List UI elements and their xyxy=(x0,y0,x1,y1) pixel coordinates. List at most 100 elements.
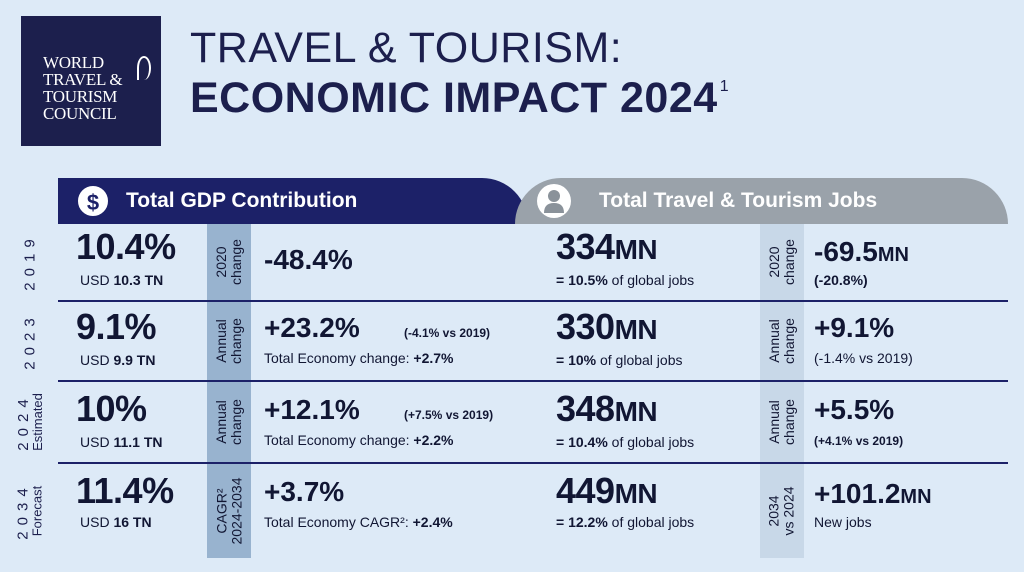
jobs-change-unit: MN xyxy=(877,244,909,266)
jobs-share: = 12.2% of global jobs xyxy=(556,514,694,530)
jobs-change-label: Annual change xyxy=(760,302,804,380)
label-line: vs 2024 xyxy=(781,486,798,536)
jobs-change-unit: MN xyxy=(900,486,932,508)
row-divider xyxy=(58,462,1008,464)
gdp-header-label: Total GDP Contribution xyxy=(126,189,358,212)
gdp-header: $ Total GDP Contribution xyxy=(58,178,528,224)
jobs-count: 449MN xyxy=(556,470,658,512)
jobs-header: Total Travel & Tourism Jobs xyxy=(515,178,1008,224)
gdp-change-value: +12.1% xyxy=(264,394,360,425)
year-number: 2019 xyxy=(22,233,39,291)
gdp-change-value: +3.7% xyxy=(264,476,345,507)
year-number: 2024 xyxy=(15,393,32,451)
jobs-change-number: +5.5% xyxy=(814,394,895,425)
gdp-change-column xyxy=(207,224,251,558)
label-line: Annual xyxy=(213,400,229,444)
logo-line-4: COUNCIL xyxy=(43,104,117,123)
title-main: ECONOMIC IMPACT 2024 xyxy=(190,74,718,122)
year-number: 2023 xyxy=(22,312,39,370)
year-sublabel: Forecast xyxy=(30,485,45,537)
economy-change: Total Economy CAGR²: +2.4% xyxy=(264,514,453,530)
jobs-change-value: +101.2MN xyxy=(814,478,932,510)
gdp-change-note-text: (-4.1% vs 2019) xyxy=(404,326,491,340)
jobs-share-text: of global jobs xyxy=(607,272,695,288)
dollar-icon: $ xyxy=(76,184,110,218)
jobs-change-note: (-20.8%) xyxy=(814,272,868,288)
logo-line-2: TRAVEL & xyxy=(43,70,123,89)
title-line-2: ECONOMIC IMPACT 2024 1 xyxy=(190,74,729,123)
gdp-usd-prefix: USD xyxy=(80,434,114,450)
row-divider xyxy=(58,380,1008,382)
year-sublabel: Estimated xyxy=(30,393,45,451)
jobs-change-note-text: (-20.8%) xyxy=(814,272,868,288)
jobs-count: 348MN xyxy=(556,388,658,430)
gdp-percent: 10% xyxy=(76,388,147,429)
label-line: Annual xyxy=(766,319,782,363)
gdp-change-label: Annual change xyxy=(207,302,251,380)
row-divider xyxy=(58,300,1008,302)
jobs-share-value: = 12.2% xyxy=(556,514,608,530)
jobs-change-number: +101.2 xyxy=(814,478,901,509)
jobs-change-note: New jobs xyxy=(814,514,872,530)
label-line: 2024-2034 xyxy=(228,477,245,545)
gdp-usd-value: 10.3 TN xyxy=(113,272,164,288)
label-line: 2020 xyxy=(766,246,782,278)
gdp-usd: USD 11.1 TN xyxy=(80,434,162,450)
economy-change-value: +2.2% xyxy=(413,432,454,448)
jobs-share-text: of global jobs xyxy=(596,352,683,368)
jobs-unit: MN xyxy=(614,314,658,345)
economy-change-label: Total Economy change: xyxy=(264,432,414,448)
label-line: change xyxy=(781,239,797,285)
jobs-header-label: Total Travel & Tourism Jobs xyxy=(599,189,878,212)
jobs-number: 334 xyxy=(556,226,615,267)
title-footnote: 1 xyxy=(719,78,730,95)
label-line: CAGR² xyxy=(213,488,230,534)
economy-change-value: +2.7% xyxy=(413,350,454,366)
gdp-usd: USD 16 TN xyxy=(80,514,152,530)
gdp-change-label: 2020 change xyxy=(207,224,251,300)
logo-line-1: WORLD xyxy=(43,53,104,72)
label-line: change xyxy=(781,399,797,445)
year-label: 2023 xyxy=(8,302,54,380)
gdp-usd-value: 9.9 TN xyxy=(113,352,156,368)
jobs-number: 449 xyxy=(556,470,615,511)
jobs-number: 348 xyxy=(556,388,615,429)
gdp-percent: 11.4% xyxy=(76,470,174,511)
jobs-change-note: (-1.4% vs 2019) xyxy=(814,350,913,366)
label-line: change xyxy=(228,399,244,445)
jobs-share: = 10.4% of global jobs xyxy=(556,434,694,450)
gdp-usd: USD 10.3 TN xyxy=(80,272,163,288)
gdp-change-value: -48.4% xyxy=(264,244,353,275)
jobs-change-column xyxy=(760,224,804,558)
jobs-share: = 10.5% of global jobs xyxy=(556,272,694,288)
jobs-share-value: = 10.4% xyxy=(556,434,608,450)
jobs-change-note-text: (+4.1% vs 2019) xyxy=(814,434,904,448)
jobs-change-label: 2034 vs 2024 xyxy=(760,464,804,558)
gdp-change-note-text: (+7.5% vs 2019) xyxy=(404,408,494,422)
wttc-logo: WORLD TRAVEL & TOURISM COUNCIL xyxy=(21,16,161,146)
jobs-change-value: +9.1% xyxy=(814,312,894,344)
jobs-share-value: = 10.5% xyxy=(556,272,608,288)
label-line: change xyxy=(228,318,244,364)
jobs-share-text: of global jobs xyxy=(607,514,695,530)
label-line: change xyxy=(228,239,244,285)
gdp-change-label: CAGR² 2024-2034 xyxy=(207,464,251,558)
label-line: Annual xyxy=(766,400,782,444)
jobs-count: 334MN xyxy=(556,226,658,268)
title-line-1: TRAVEL & TOURISM: xyxy=(190,24,623,72)
gdp-change-note: (-4.1% vs 2019) xyxy=(404,324,490,340)
label-line: change xyxy=(781,318,797,364)
year-label: 2024 Estimated xyxy=(8,382,54,462)
jobs-change-note: (+4.1% vs 2019) xyxy=(814,432,903,448)
jobs-change-note-text: (-1.4% vs 2019) xyxy=(814,350,913,366)
gdp-usd-prefix: USD xyxy=(80,352,114,368)
label-line: 2020 xyxy=(213,246,229,278)
jobs-share-value: = 10% xyxy=(556,352,597,368)
year-label: 2019 xyxy=(8,224,54,300)
gdp-change-note: (+7.5% vs 2019) xyxy=(404,406,493,422)
person-icon xyxy=(537,184,571,218)
jobs-unit: MN xyxy=(614,396,658,427)
gdp-usd-prefix: USD xyxy=(80,272,114,288)
jobs-change-note-text: New jobs xyxy=(814,514,872,530)
jobs-change-label: 2020 change xyxy=(760,224,804,300)
